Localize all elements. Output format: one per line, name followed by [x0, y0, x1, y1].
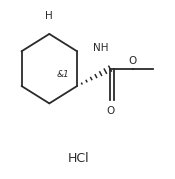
Text: &1: &1	[57, 70, 70, 79]
Text: NH: NH	[93, 43, 108, 53]
Text: HCl: HCl	[68, 153, 90, 165]
Text: O: O	[106, 106, 114, 116]
Text: O: O	[128, 56, 137, 66]
Text: H: H	[46, 11, 53, 21]
